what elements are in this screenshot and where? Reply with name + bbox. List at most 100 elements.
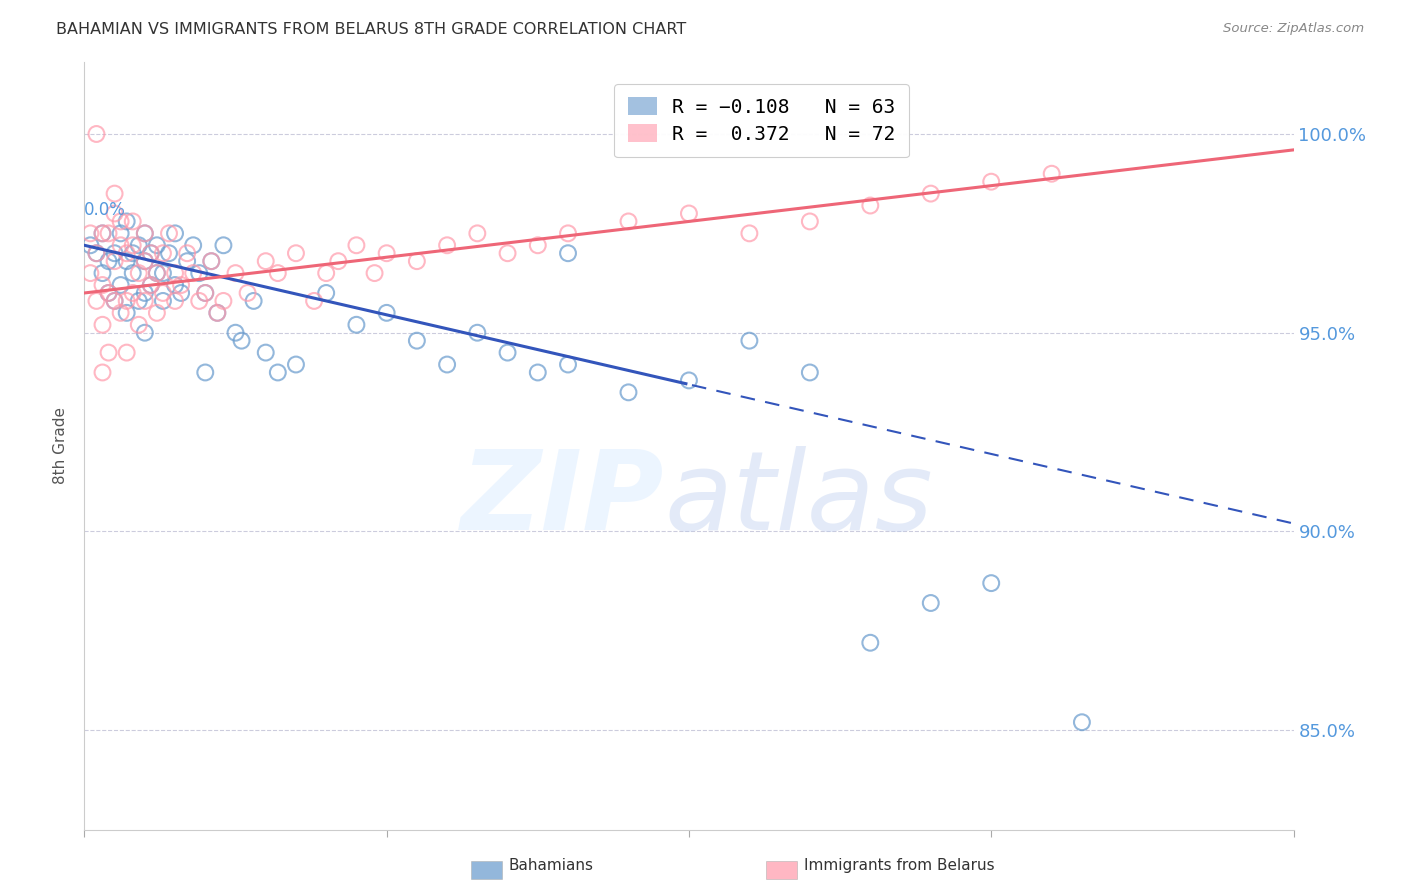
- Point: [128, 293, 150, 308]
- Point: [212, 293, 235, 308]
- Point: [91, 227, 114, 241]
- Point: [170, 278, 193, 293]
- Text: ZIP: ZIP: [461, 446, 665, 553]
- Point: [254, 345, 277, 359]
- Point: [157, 227, 180, 241]
- Point: [134, 326, 156, 340]
- Point: [157, 246, 180, 260]
- Point: [97, 227, 120, 241]
- Point: [146, 306, 169, 320]
- Point: [980, 576, 1002, 591]
- Point: [134, 227, 156, 241]
- Point: [104, 206, 127, 220]
- Point: [152, 293, 174, 308]
- Point: [115, 345, 138, 359]
- Point: [97, 285, 120, 300]
- Point: [225, 266, 247, 280]
- Point: [121, 246, 143, 260]
- Point: [557, 227, 579, 241]
- Point: [79, 266, 101, 280]
- Point: [110, 278, 132, 293]
- Point: [86, 246, 108, 260]
- Point: [91, 266, 114, 280]
- Point: [436, 238, 458, 252]
- Point: [859, 198, 882, 212]
- Point: [181, 238, 204, 252]
- Point: [79, 238, 101, 252]
- Point: [242, 293, 264, 308]
- Point: [139, 246, 162, 260]
- Point: [121, 238, 143, 252]
- Text: Immigrants from Belarus: Immigrants from Belarus: [804, 858, 995, 872]
- Point: [115, 306, 138, 320]
- Point: [121, 266, 143, 280]
- Point: [97, 254, 120, 268]
- Point: [86, 293, 108, 308]
- Point: [128, 238, 150, 252]
- Point: [170, 285, 193, 300]
- Point: [165, 278, 187, 293]
- Point: [496, 345, 519, 359]
- Point: [328, 254, 350, 268]
- Point: [128, 318, 150, 332]
- Point: [527, 366, 550, 380]
- Point: [165, 266, 187, 280]
- Point: [315, 285, 337, 300]
- Point: [436, 358, 458, 372]
- Point: [207, 306, 229, 320]
- Point: [139, 246, 162, 260]
- Point: [617, 214, 640, 228]
- Point: [346, 238, 368, 252]
- Point: [617, 385, 640, 400]
- Text: BAHAMIAN VS IMMIGRANTS FROM BELARUS 8TH GRADE CORRELATION CHART: BAHAMIAN VS IMMIGRANTS FROM BELARUS 8TH …: [56, 22, 686, 37]
- Point: [738, 227, 761, 241]
- Point: [86, 246, 108, 260]
- Point: [859, 636, 882, 650]
- Point: [104, 186, 127, 201]
- Point: [302, 293, 325, 308]
- Point: [188, 266, 211, 280]
- Point: [91, 278, 114, 293]
- Point: [200, 254, 222, 268]
- Point: [104, 293, 127, 308]
- Point: [110, 227, 132, 241]
- Point: [254, 254, 277, 268]
- Point: [315, 266, 337, 280]
- Point: [1040, 167, 1063, 181]
- Point: [146, 266, 169, 280]
- Point: [104, 254, 127, 268]
- Point: [496, 246, 519, 260]
- Point: [467, 326, 489, 340]
- Point: [79, 227, 101, 241]
- Point: [128, 266, 150, 280]
- Point: [176, 254, 198, 268]
- Point: [799, 366, 821, 380]
- Point: [121, 285, 143, 300]
- Point: [97, 285, 120, 300]
- Point: [115, 214, 138, 228]
- Point: [104, 246, 127, 260]
- Point: [980, 175, 1002, 189]
- Point: [678, 206, 700, 220]
- Point: [920, 186, 942, 201]
- Point: [375, 306, 398, 320]
- Point: [115, 293, 138, 308]
- Point: [194, 366, 217, 380]
- Point: [91, 366, 114, 380]
- Legend: R = −0.108   N = 63, R =  0.372   N = 72: R = −0.108 N = 63, R = 0.372 N = 72: [614, 84, 910, 157]
- Point: [121, 214, 143, 228]
- Point: [194, 285, 217, 300]
- Point: [194, 285, 217, 300]
- Point: [86, 127, 108, 141]
- Point: [375, 246, 398, 260]
- Point: [363, 266, 385, 280]
- Point: [91, 227, 114, 241]
- Point: [678, 373, 700, 387]
- Point: [207, 306, 229, 320]
- Point: [920, 596, 942, 610]
- Point: [176, 246, 198, 260]
- Point: [285, 358, 308, 372]
- Text: atlas: atlas: [665, 446, 934, 553]
- Point: [139, 278, 162, 293]
- Point: [134, 227, 156, 241]
